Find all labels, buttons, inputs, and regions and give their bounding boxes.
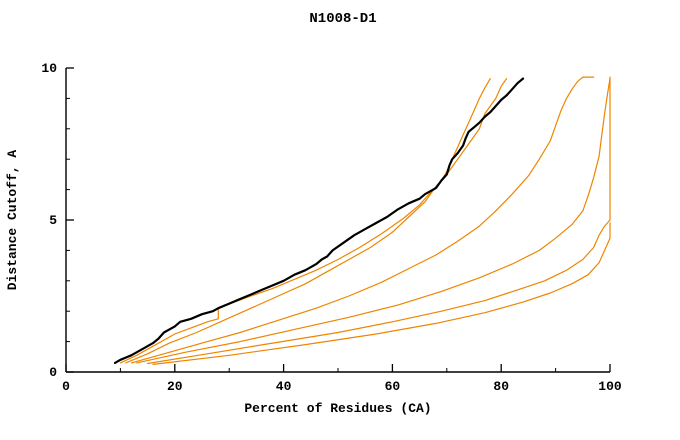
x-tick-label: 20: [167, 379, 183, 394]
series-model-black-highlight: [113, 77, 525, 364]
y-tick-label: 0: [49, 365, 57, 380]
x-tick-label: 0: [62, 379, 70, 394]
axes-layer: 0 20 40 60 80 100 0 5 10: [41, 61, 622, 394]
x-tick-label: 40: [276, 379, 292, 394]
x-tick-label: 60: [385, 379, 401, 394]
x-axis-label: Percent of Residues (CA): [244, 401, 431, 416]
series-model-orange-4: [136, 77, 611, 364]
y-axis-label: Distance Cutoff, A: [5, 150, 20, 291]
x-tick-label: 100: [598, 379, 622, 394]
y-tick-label: 10: [41, 61, 57, 76]
chart-title: N1008-D1: [309, 11, 376, 27]
series-model-orange-1: [119, 77, 491, 364]
y-tick-label: 5: [49, 213, 57, 228]
x-tick-label: 80: [493, 379, 509, 394]
series-layer: [113, 76, 611, 365]
series-model-orange-5: [147, 76, 611, 365]
series-model-orange-3: [130, 76, 595, 364]
series-model-orange-2: [125, 77, 508, 364]
series-model-orange-6: [152, 222, 611, 365]
